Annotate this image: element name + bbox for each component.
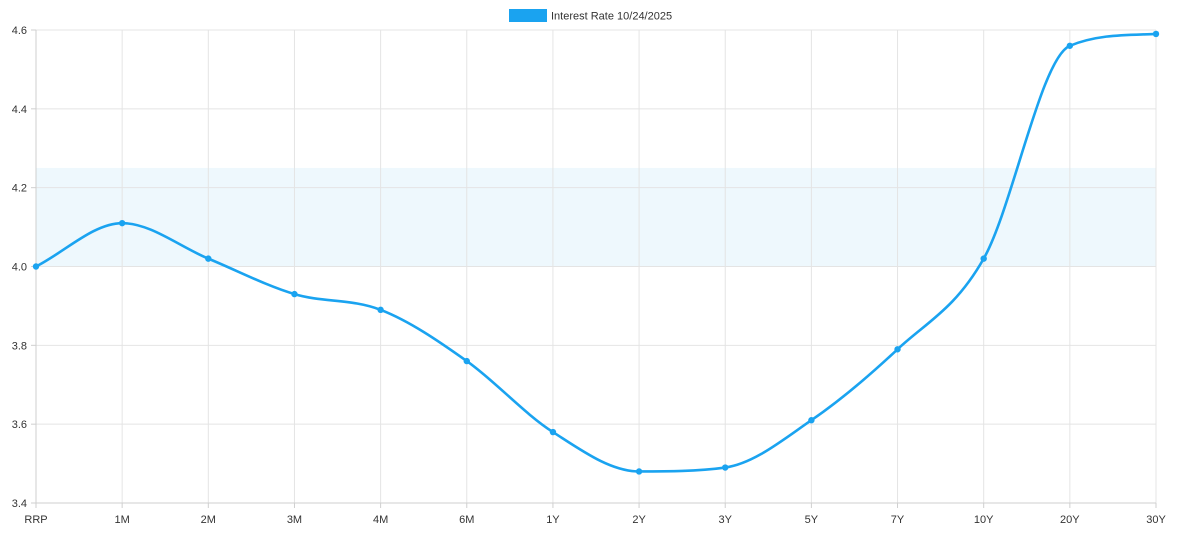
y-tick-label: 3.4 <box>12 498 27 510</box>
x-tick-label: 3M <box>287 514 302 526</box>
x-tick-label: 30Y <box>1146 514 1166 526</box>
x-tick-label: 1Y <box>546 514 560 526</box>
data-point-2m[interactable] <box>205 255 212 262</box>
legend-swatch[interactable] <box>509 9 547 22</box>
target-rate-band <box>36 167 1156 267</box>
x-tick-label: 3Y <box>718 514 732 526</box>
data-point-3y[interactable] <box>722 464 729 471</box>
data-point-6m[interactable] <box>463 357 470 365</box>
data-point-5y[interactable] <box>808 417 815 424</box>
x-tick-label: 7Y <box>891 514 905 526</box>
data-point-2y[interactable] <box>635 468 643 475</box>
data-point-3m[interactable] <box>291 290 298 298</box>
x-tick-label: 20Y <box>1060 514 1080 526</box>
data-point-4m[interactable] <box>377 306 384 314</box>
data-point-7y[interactable] <box>894 346 901 353</box>
x-tick-label: 2Y <box>632 514 646 526</box>
y-tick-label: 3.6 <box>12 419 27 431</box>
x-tick-label: 4M <box>373 514 388 526</box>
series-line <box>34 32 1158 473</box>
axis-layer: 3.4 3.6 3.8 4.0 4.2 4.4 4.6 RRP 1M 2M 3M 4M 6M 1Y 2Y 3Y… <box>12 25 1167 526</box>
x-tick-label: 1M <box>115 514 130 526</box>
x-tick-label: 10Y <box>974 514 994 526</box>
y-tick-label: 4.4 <box>12 104 27 116</box>
x-tick-label: 2M <box>201 514 216 526</box>
data-point-30y[interactable] <box>1152 30 1160 38</box>
y-tick-label: 4.6 <box>12 25 27 37</box>
target-rate-band-layer <box>36 167 1156 267</box>
data-point-20y[interactable] <box>1066 42 1074 49</box>
x-tick-label: 6M <box>459 514 474 526</box>
data-point-rrp[interactable] <box>32 263 40 270</box>
x-tick-label: 5Y <box>805 514 819 526</box>
legend-label[interactable]: Interest Rate 10/24/2025 <box>551 11 672 23</box>
data-point-1m[interactable] <box>118 219 126 227</box>
data-point-10y[interactable] <box>980 255 987 262</box>
x-tick-label: RRP <box>24 514 47 526</box>
grid-layer <box>35 29 1157 504</box>
y-tick-label: 4.0 <box>12 262 27 274</box>
legend[interactable]: Interest Rate 10/24/2025 <box>509 9 672 23</box>
y-tick-label: 4.2 <box>12 183 27 195</box>
data-point-1y[interactable] <box>549 428 557 436</box>
y-tick-label: 3.8 <box>12 340 27 352</box>
series-layer <box>32 30 1160 475</box>
